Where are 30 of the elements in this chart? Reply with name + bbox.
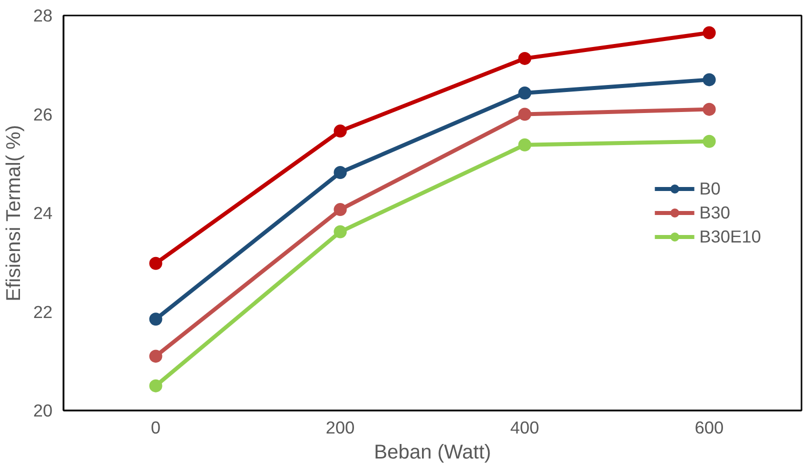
legend-label: B0 [699, 178, 721, 199]
point [702, 73, 716, 86]
point [149, 256, 162, 270]
x-tick-label: 600 [694, 418, 724, 438]
point [334, 225, 347, 238]
point [518, 86, 532, 100]
y-tick-label: 28 [33, 6, 53, 26]
x-axis-title: Beban (Watt) [374, 442, 492, 464]
point [702, 134, 716, 148]
point [334, 124, 347, 138]
x-tick-label: 0 [150, 418, 161, 438]
point [518, 52, 532, 65]
x-tick-label: 200 [326, 418, 355, 438]
point [702, 26, 716, 40]
point [702, 102, 716, 116]
point [149, 379, 162, 392]
y-tick-label: 20 [33, 400, 53, 420]
point [334, 166, 347, 179]
point [518, 108, 532, 121]
point [334, 203, 347, 216]
y-axis-title: Efisiensi Termal( %) [3, 125, 26, 302]
y-tick-label: 26 [33, 104, 53, 124]
point [149, 312, 162, 326]
legend-label: B30 [699, 202, 730, 223]
legend-label: B30E10 [699, 226, 761, 247]
x-tick-label: 400 [510, 418, 540, 438]
point [149, 350, 162, 363]
y-tick-label: 24 [33, 203, 53, 223]
y-tick-label: 22 [33, 302, 53, 322]
point [518, 138, 532, 152]
